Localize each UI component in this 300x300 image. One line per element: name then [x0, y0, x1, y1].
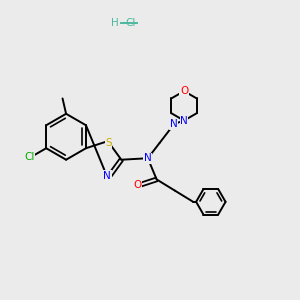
Text: Cl: Cl: [126, 18, 136, 28]
Text: N: N: [180, 116, 188, 126]
Text: H: H: [111, 18, 119, 28]
Text: Cl: Cl: [24, 152, 34, 162]
Text: S: S: [105, 139, 112, 148]
Text: O: O: [134, 180, 142, 190]
Text: O: O: [180, 86, 188, 96]
Text: N: N: [170, 119, 178, 129]
Text: N: N: [144, 153, 152, 163]
Text: N: N: [103, 171, 111, 181]
